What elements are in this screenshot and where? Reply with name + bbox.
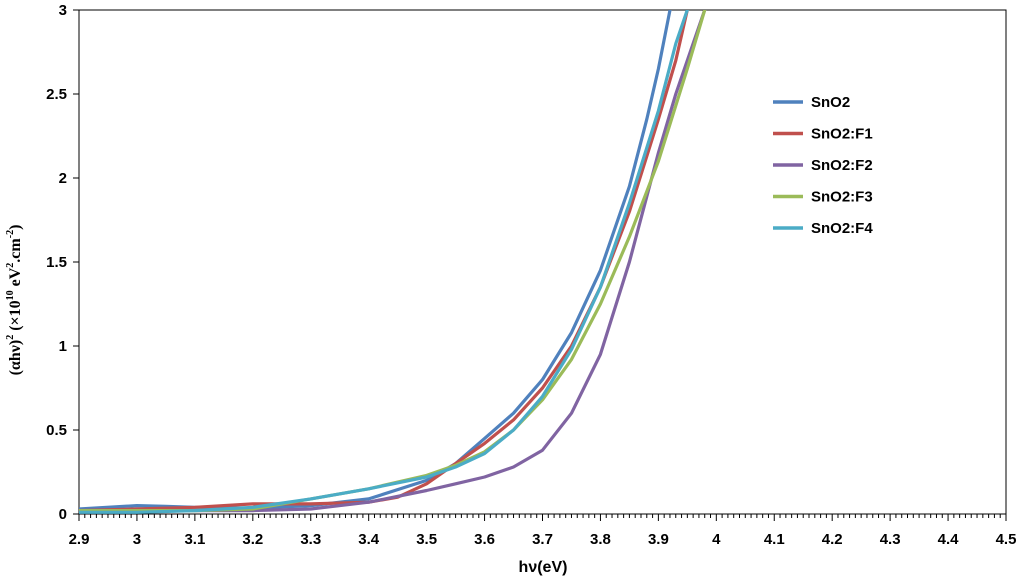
y-tick-label: 3: [59, 2, 67, 19]
x-tick-label: 4.3: [880, 531, 901, 548]
y-tick-label: 0.5: [46, 422, 67, 439]
x-tick-label: 3.5: [416, 531, 437, 548]
x-tick-label: 3.3: [300, 531, 321, 548]
x-tick-label: 4.1: [764, 531, 785, 548]
series-line-1: [79, 10, 689, 513]
legend-label: SnO2:F2: [811, 157, 873, 174]
x-tick-label: 2.9: [69, 531, 90, 548]
y-tick-label: 2: [59, 170, 67, 187]
x-tick-label: 3: [133, 531, 141, 548]
series-line-4: [79, 10, 689, 514]
legend-label: SnO2:F3: [811, 189, 873, 206]
legend-label: SnO2: [811, 94, 850, 111]
x-tick-label: 4.2: [822, 531, 843, 548]
x-tick-label: 3.1: [184, 531, 205, 548]
legend-label: SnO2:F1: [811, 126, 873, 143]
x-tick-label: 4.5: [996, 531, 1017, 548]
x-tick-label: 3.6: [474, 531, 495, 548]
x-tick-label: 3.2: [242, 531, 263, 548]
y-axis-title: (αhν)2 (×1010 eV2.cm-2): [5, 225, 24, 376]
x-tick-label: 3.4: [358, 531, 380, 548]
x-tick-label: 3.8: [590, 531, 611, 548]
x-tick-label: 4.4: [938, 531, 960, 548]
y-tick-label: 1: [59, 338, 67, 355]
x-tick-label: 3.9: [648, 531, 669, 548]
y-tick-label: 0: [59, 506, 67, 523]
x-axis-title: hν(eV): [519, 559, 568, 576]
legend-label: SnO2:F4: [811, 220, 873, 237]
y-tick-label: 1.5: [46, 254, 67, 271]
y-tick-label: 2.5: [46, 86, 67, 103]
x-tick-label: 3.7: [532, 531, 553, 548]
x-tick-label: 4: [712, 531, 721, 548]
plot-frame: [78, 9, 1007, 515]
legend: SnO2 SnO2:F1 SnO2:F2 SnO2:F3 SnO2:F4: [773, 94, 873, 237]
series-line-0: [79, 10, 672, 511]
